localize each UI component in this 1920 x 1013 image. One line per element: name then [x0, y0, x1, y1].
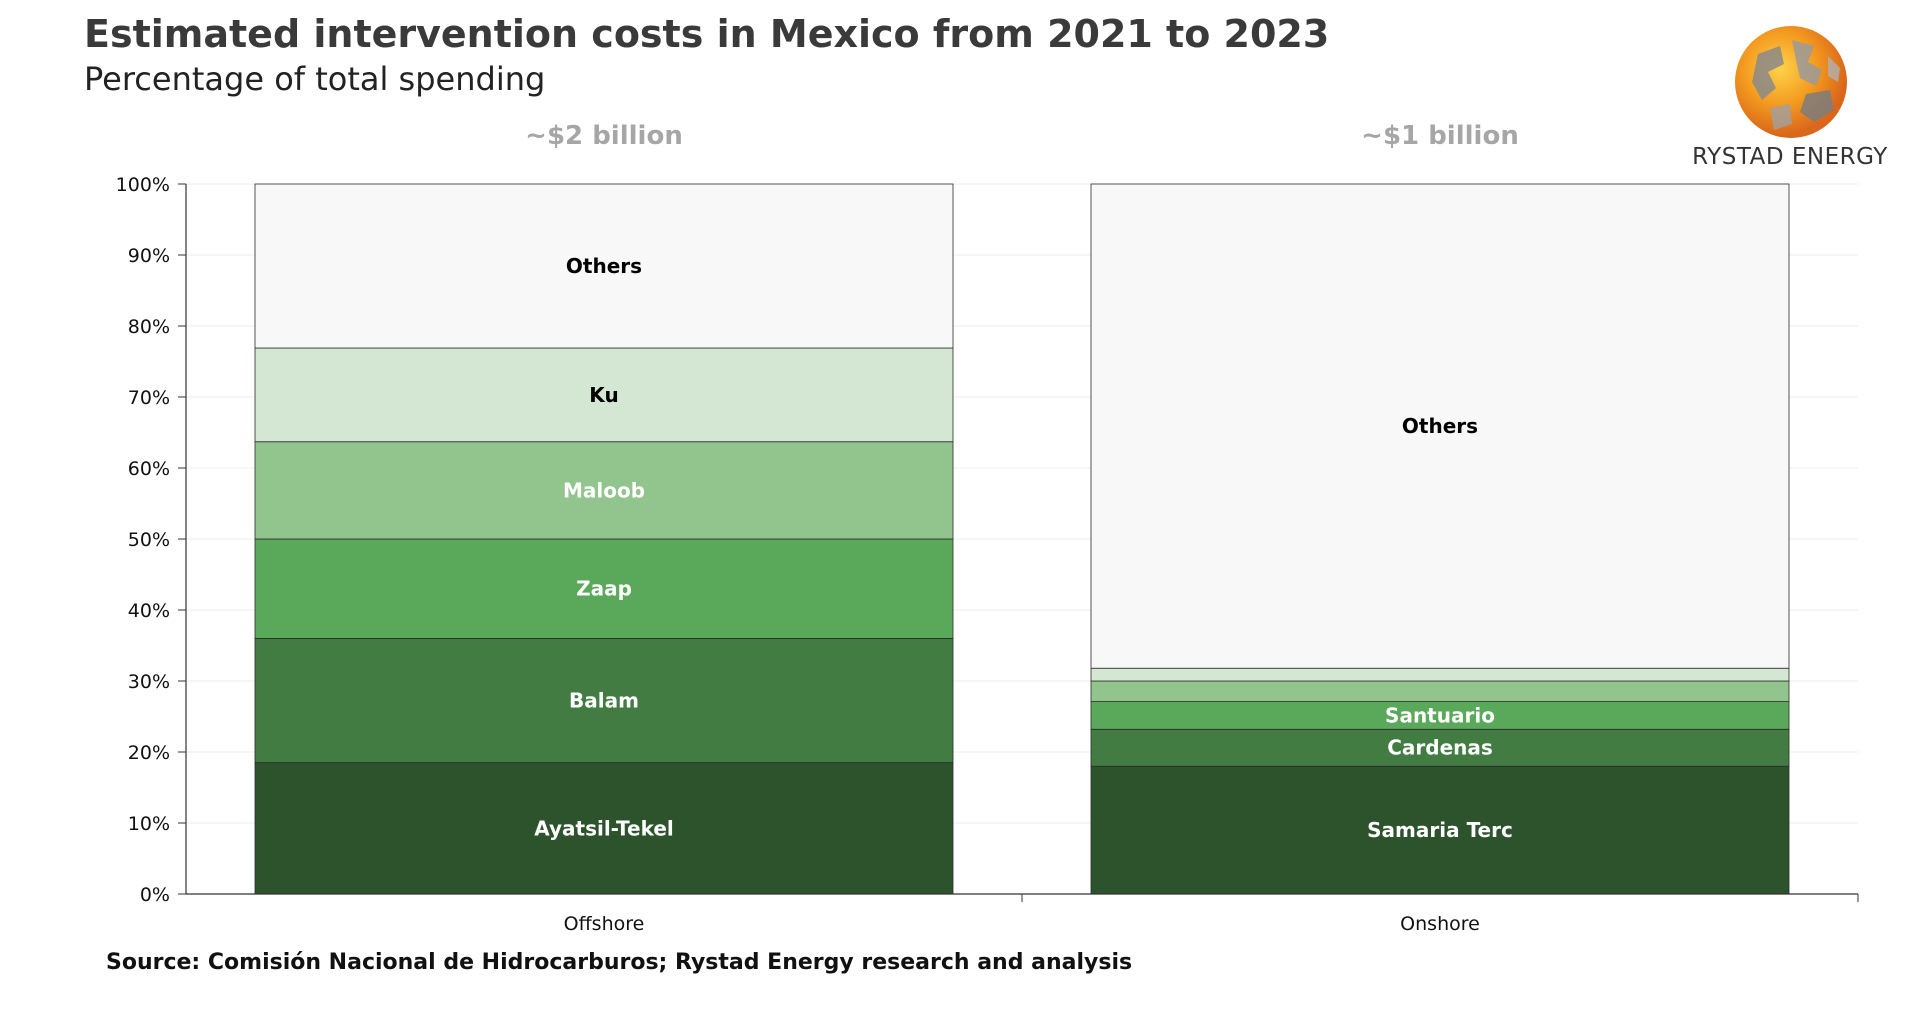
stacked-bar-chart: 0% 10% 20% 30% 40% 50% 60% 70% 80% 90% 100% Ayatsi… [116, 121, 1859, 935]
chart-subtitle: Percentage of total spending [84, 60, 546, 98]
total-annotation: ~$1 billion [1361, 121, 1519, 151]
segment-label: Ku [589, 383, 618, 407]
axes: 0% 10% 20% 30% 40% 50% 60% 70% 80% 90% 100% [116, 174, 1859, 906]
bar-segment [254, 183, 954, 349]
bar-segment [1090, 765, 1790, 895]
bar-segment [254, 638, 954, 764]
bar-segment [254, 538, 954, 639]
bar-segment [1090, 667, 1790, 682]
segment-label: Ayatsil-Tekel [534, 816, 674, 840]
y-tick-label: 20% [128, 742, 170, 764]
category-label: Onshore [1400, 913, 1480, 935]
y-tick-label: 60% [128, 458, 170, 480]
segment-label: Others [566, 254, 642, 278]
bar-segment [1090, 183, 1790, 669]
y-tick-label: 90% [128, 245, 170, 267]
total-annotation: ~$2 billion [525, 121, 683, 151]
y-tick-label: 80% [128, 316, 170, 338]
y-tick-label: 100% [116, 174, 170, 196]
y-tick-label: 0% [140, 884, 170, 906]
bar-segment [1090, 680, 1790, 702]
y-tick-label: 10% [128, 813, 170, 835]
labels: Ayatsil-Tekel Balam Zaap Maloob Ku Others Offs… [525, 121, 1519, 935]
y-tick-label: 50% [128, 529, 170, 551]
y-tick-label: 40% [128, 600, 170, 622]
chart-title: Estimated intervention costs in Mexico f… [84, 12, 1330, 56]
globe-logo-icon [1735, 26, 1847, 138]
rystad-logo: RYSTAD ENERGY [1680, 16, 1900, 176]
segment-label: Santuario [1385, 703, 1495, 727]
logo-text: RYSTAD ENERGY [1692, 144, 1888, 170]
segment-label: Balam [569, 689, 639, 713]
bar-segment [254, 762, 954, 895]
bar-segment [1090, 728, 1790, 767]
y-tick-label: 70% [128, 387, 170, 409]
segment-label: Cardenas [1387, 736, 1493, 760]
source-note: Source: Comisión Nacional de Hidrocarbur… [106, 950, 1133, 975]
segment-label: Others [1402, 414, 1478, 438]
segment-label: Zaap [576, 577, 632, 601]
bar-segment [1090, 701, 1790, 730]
segment-label: Samaria Terc [1367, 818, 1513, 842]
segment-label: Maloob [563, 478, 645, 502]
y-tick-label: 30% [128, 671, 170, 693]
bar-segment [254, 347, 954, 443]
category-label: Offshore [564, 913, 645, 935]
bars [254, 183, 1790, 895]
